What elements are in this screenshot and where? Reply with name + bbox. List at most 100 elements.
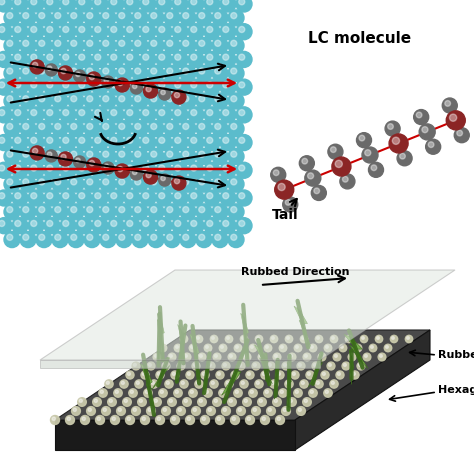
Circle shape xyxy=(313,364,317,366)
Circle shape xyxy=(252,362,260,370)
Circle shape xyxy=(289,399,292,402)
Circle shape xyxy=(140,51,156,67)
Circle shape xyxy=(63,220,69,227)
Circle shape xyxy=(333,353,341,361)
Circle shape xyxy=(116,121,132,137)
Circle shape xyxy=(39,151,45,157)
Circle shape xyxy=(55,68,61,74)
Circle shape xyxy=(343,364,346,366)
Circle shape xyxy=(0,107,12,123)
Circle shape xyxy=(7,179,13,185)
Circle shape xyxy=(191,82,197,88)
Circle shape xyxy=(274,399,277,402)
Polygon shape xyxy=(349,349,352,373)
Circle shape xyxy=(180,93,196,109)
Circle shape xyxy=(129,389,137,397)
Circle shape xyxy=(104,164,109,169)
Circle shape xyxy=(228,37,244,54)
Circle shape xyxy=(58,66,73,80)
Polygon shape xyxy=(178,324,183,355)
Circle shape xyxy=(319,355,322,357)
Circle shape xyxy=(175,27,181,33)
Polygon shape xyxy=(241,313,247,353)
Circle shape xyxy=(273,353,281,361)
Circle shape xyxy=(220,135,236,151)
Circle shape xyxy=(103,408,107,411)
Circle shape xyxy=(147,362,155,370)
Circle shape xyxy=(217,373,220,375)
Circle shape xyxy=(95,109,101,116)
Circle shape xyxy=(397,151,412,166)
Circle shape xyxy=(44,24,60,40)
Circle shape xyxy=(305,170,321,186)
Circle shape xyxy=(449,114,457,121)
Circle shape xyxy=(76,24,92,40)
Circle shape xyxy=(199,207,205,213)
Circle shape xyxy=(15,109,21,116)
Circle shape xyxy=(442,98,457,113)
Circle shape xyxy=(184,355,187,357)
Circle shape xyxy=(51,416,60,425)
Circle shape xyxy=(106,381,109,384)
Circle shape xyxy=(30,60,44,74)
Circle shape xyxy=(4,148,20,164)
Circle shape xyxy=(60,162,76,178)
Circle shape xyxy=(220,190,236,206)
Circle shape xyxy=(232,373,236,375)
Circle shape xyxy=(195,380,203,388)
Circle shape xyxy=(79,27,85,33)
Circle shape xyxy=(79,220,85,227)
Circle shape xyxy=(363,353,371,361)
Circle shape xyxy=(223,27,229,33)
Circle shape xyxy=(95,165,101,171)
Circle shape xyxy=(55,179,61,185)
Circle shape xyxy=(87,207,93,213)
Circle shape xyxy=(148,408,151,411)
Circle shape xyxy=(135,40,141,46)
Circle shape xyxy=(303,353,311,361)
Circle shape xyxy=(68,204,84,220)
Circle shape xyxy=(301,337,304,339)
Circle shape xyxy=(335,355,337,357)
Circle shape xyxy=(68,93,84,109)
Circle shape xyxy=(191,137,197,143)
Circle shape xyxy=(63,27,69,33)
Circle shape xyxy=(76,162,92,178)
Circle shape xyxy=(148,176,164,192)
Circle shape xyxy=(155,355,157,357)
Circle shape xyxy=(212,148,228,164)
Circle shape xyxy=(39,96,45,102)
Circle shape xyxy=(264,389,272,397)
Circle shape xyxy=(369,344,377,352)
Circle shape xyxy=(159,54,165,60)
Circle shape xyxy=(137,398,146,406)
Circle shape xyxy=(108,162,124,178)
Circle shape xyxy=(126,371,134,379)
Circle shape xyxy=(303,398,311,406)
Circle shape xyxy=(219,344,227,352)
Circle shape xyxy=(71,207,77,213)
Circle shape xyxy=(108,0,124,12)
Circle shape xyxy=(60,107,76,123)
Circle shape xyxy=(174,389,182,397)
Circle shape xyxy=(225,380,233,388)
Circle shape xyxy=(12,24,28,40)
Circle shape xyxy=(55,123,61,129)
Circle shape xyxy=(36,148,52,164)
Circle shape xyxy=(156,51,172,67)
Circle shape xyxy=(175,137,181,143)
Circle shape xyxy=(215,151,221,157)
Polygon shape xyxy=(190,334,198,372)
Circle shape xyxy=(146,173,151,178)
Circle shape xyxy=(340,174,355,189)
Polygon shape xyxy=(145,367,155,410)
Circle shape xyxy=(368,162,383,177)
Circle shape xyxy=(212,176,228,192)
Circle shape xyxy=(0,24,12,40)
Circle shape xyxy=(130,168,142,180)
Circle shape xyxy=(180,65,196,81)
Circle shape xyxy=(39,13,45,18)
Polygon shape xyxy=(55,330,430,420)
Circle shape xyxy=(136,381,139,384)
Circle shape xyxy=(242,337,245,339)
